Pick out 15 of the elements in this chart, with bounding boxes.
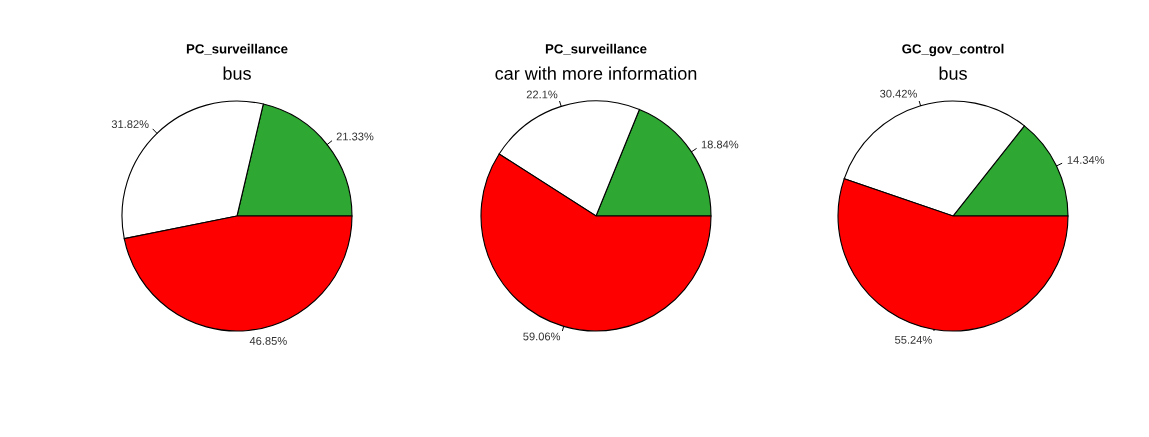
chart-title: PC_surveillance (186, 43, 288, 56)
chart-subtitle: car with more information (495, 66, 697, 80)
data-label: 59.06% (523, 332, 561, 341)
data-label: 30.42% (880, 89, 917, 98)
data-label: 18.84% (701, 140, 739, 149)
data-label: 14.34% (1067, 156, 1105, 164)
data-label: 46.85% (249, 337, 287, 345)
chart-title: GC_gov_control (902, 43, 1004, 57)
data-label: 31.82% (111, 120, 149, 129)
data-label: 21.33% (336, 132, 374, 141)
chart-subtitle: bus (223, 66, 251, 80)
chart-subtitle: bus (939, 66, 967, 80)
data-label: 22.1% (526, 90, 558, 99)
data-label: 55.24% (895, 335, 932, 344)
chart-title: PC_surveillance (545, 43, 647, 56)
